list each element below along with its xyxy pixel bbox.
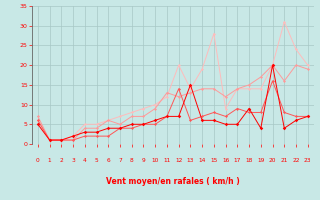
X-axis label: Vent moyen/en rafales ( km/h ): Vent moyen/en rafales ( km/h ) [106, 177, 240, 186]
